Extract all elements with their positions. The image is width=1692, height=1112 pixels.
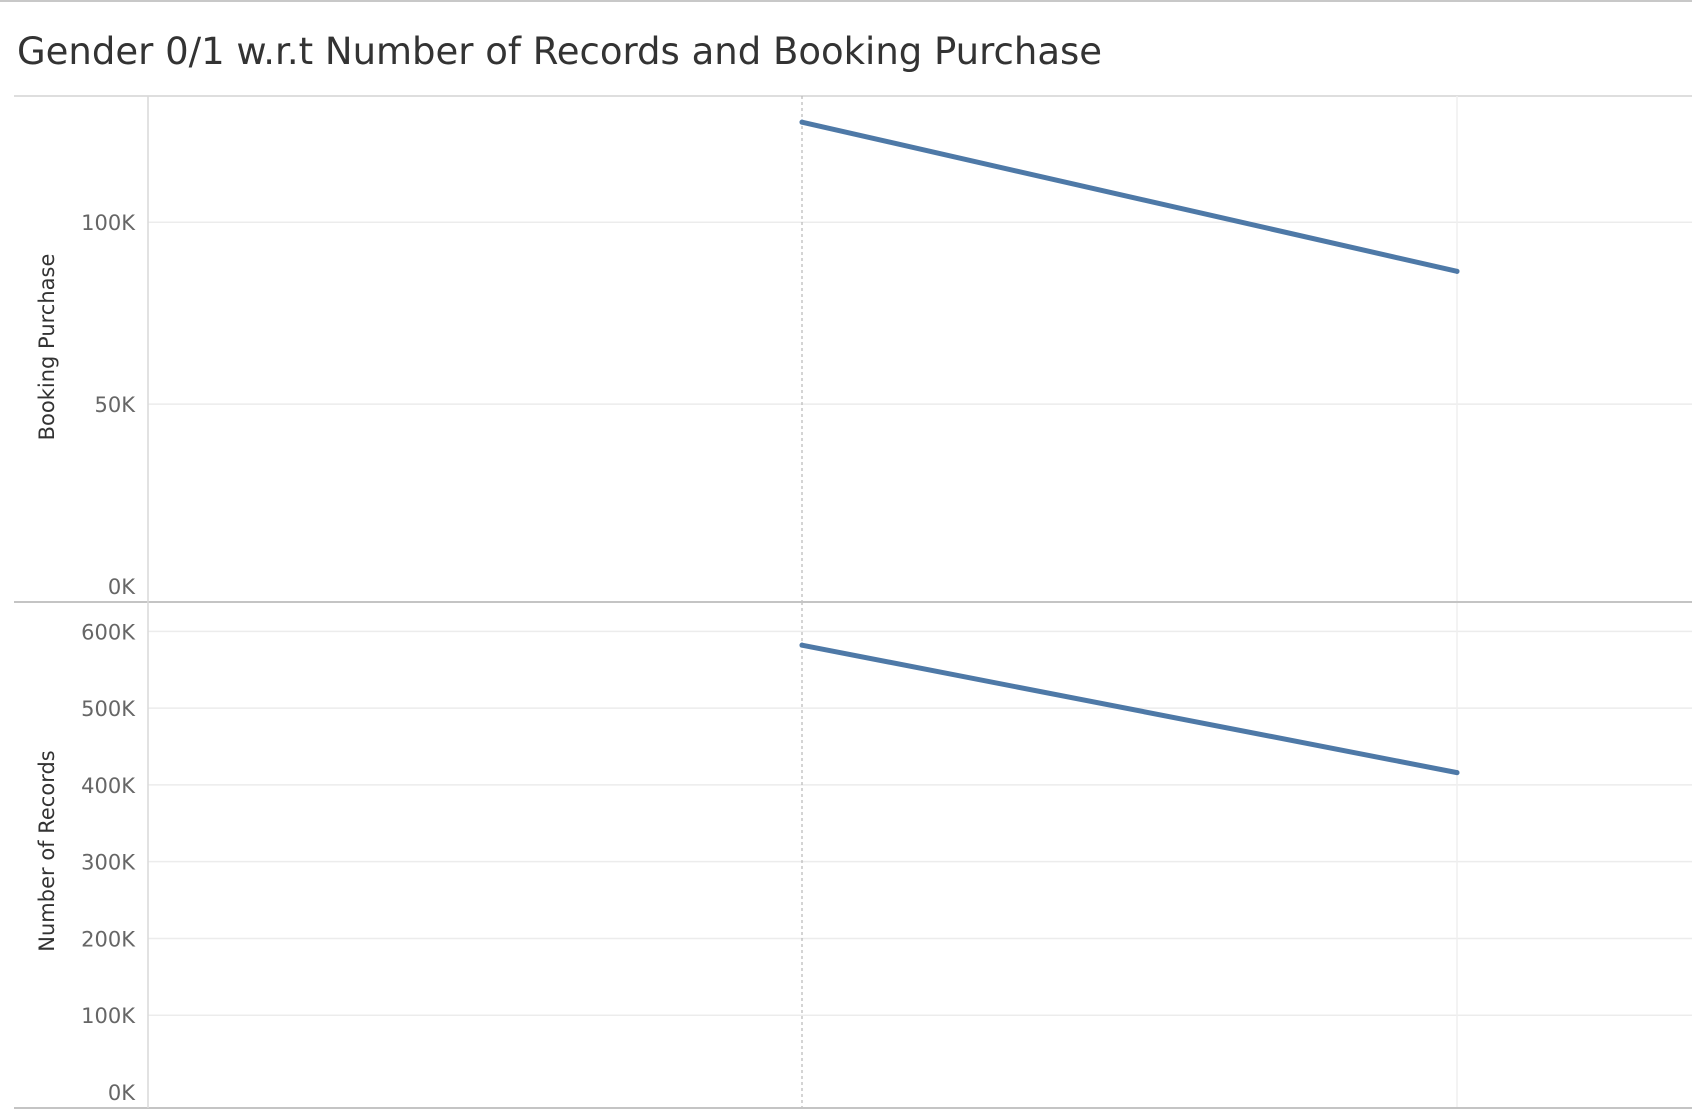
- number-of-records-tick-label: 100K: [81, 1004, 136, 1028]
- booking-purchase-line: [799, 119, 1460, 274]
- number-of-records-axis-label: Number of Records: [35, 750, 59, 951]
- booking-purchase-point: [799, 119, 805, 125]
- number-of-records-tick-label: 500K: [81, 697, 136, 721]
- booking-purchase-point: [1454, 268, 1460, 274]
- booking-purchase-axis-label: Booking Purchase: [35, 254, 59, 441]
- number-of-records-tick-label: 0K: [108, 1081, 136, 1105]
- booking-purchase-panel: Booking Purchase 0K 50K 100K: [35, 96, 1692, 602]
- booking-purchase-tick-label: 100K: [81, 211, 136, 235]
- number-of-records-panel: Number of Records 0K 100K 200K 300K 400K 500K…: [35, 602, 1692, 1108]
- number-of-records-point: [1454, 770, 1460, 776]
- booking-purchase-tick-label: 0K: [108, 575, 136, 599]
- number-of-records-tick-label: 200K: [81, 927, 136, 951]
- number-of-records-line: [799, 642, 1460, 776]
- number-of-records-tick-label: 400K: [81, 774, 136, 798]
- chart-title: Gender 0/1 w.r.t Number of Records and B…: [17, 30, 1102, 73]
- number-of-records-tick-label: 300K: [81, 851, 136, 875]
- booking-purchase-tick-label: 50K: [95, 393, 137, 417]
- number-of-records-tick-label: 600K: [81, 620, 136, 644]
- number-of-records-point: [799, 642, 805, 648]
